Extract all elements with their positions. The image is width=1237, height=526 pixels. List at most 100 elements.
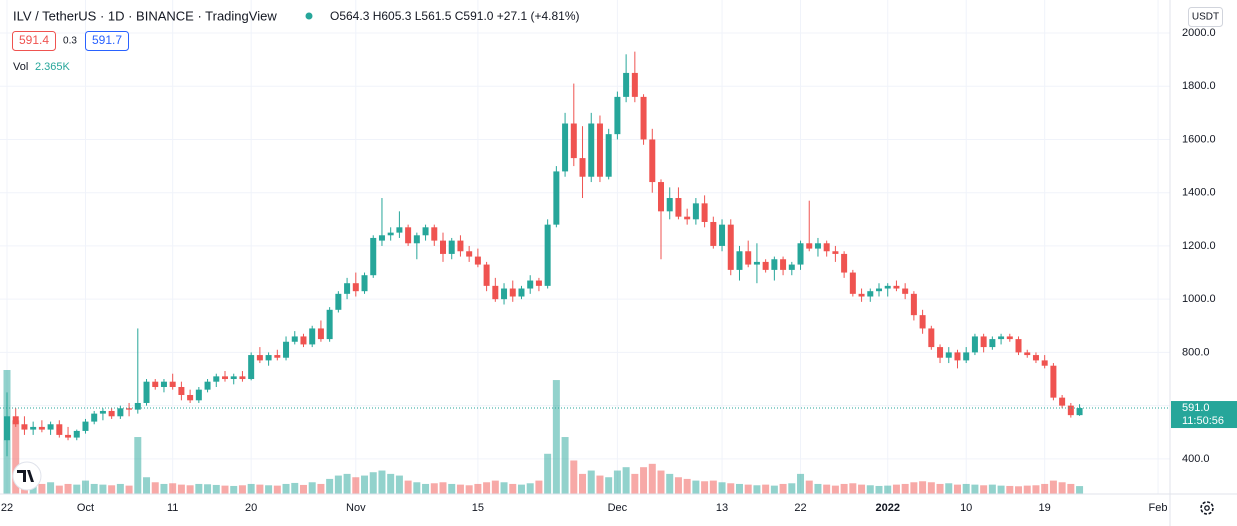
volume-bar [953, 484, 961, 494]
volume-bar [282, 483, 290, 494]
volume-bar [936, 483, 944, 494]
candle-body [178, 387, 185, 395]
candle-body [535, 280, 542, 286]
y-tick-label: 1400.0 [1182, 187, 1216, 199]
candle-body [1059, 397, 1066, 406]
volume-bar [177, 484, 185, 494]
last-price-label: 591.0 [1182, 402, 1210, 414]
candle-body [518, 288, 525, 297]
candle-body [745, 251, 752, 265]
volume-bar [570, 460, 578, 494]
candle-body [309, 328, 316, 345]
status-dot [305, 12, 313, 20]
volume-bar [709, 480, 717, 494]
candle-body [980, 336, 987, 348]
candle-body [483, 264, 490, 286]
candle-body [378, 235, 385, 241]
settings-button[interactable] [1200, 501, 1214, 515]
y-tick-label: 1000.0 [1182, 293, 1216, 305]
candle-body [326, 309, 333, 340]
buy-box[interactable] [85, 31, 129, 51]
candle-body [239, 376, 246, 380]
candle-body [570, 123, 577, 159]
volume-bar [483, 482, 491, 494]
volume-bar [919, 481, 927, 494]
candle-body [396, 227, 403, 233]
candle-body [317, 328, 324, 340]
candle-body [605, 134, 612, 177]
candle-body [440, 240, 446, 254]
candle-body [213, 376, 220, 382]
candle-body [614, 96, 621, 135]
volume-bar [648, 463, 656, 494]
candle-body [937, 347, 944, 358]
candle-body [658, 182, 664, 212]
candle-body [1067, 405, 1074, 416]
volume-bar [99, 484, 107, 494]
candle-body [841, 253, 848, 273]
candle-body [527, 280, 534, 289]
axes: 400.0600.0800.01000.01200.01400.01600.01… [1, 27, 1237, 514]
volume-bar [866, 485, 874, 494]
volume-bar [430, 483, 438, 494]
candle-body [291, 336, 298, 342]
volume-bar [1023, 485, 1031, 494]
candle-body [780, 259, 787, 270]
volume-bar [195, 483, 203, 494]
symbol-title[interactable]: ILV / TetherUS · 1D · BINANCE · TradingV… [13, 8, 277, 23]
candle-body [73, 430, 80, 438]
candle-body [753, 261, 760, 265]
x-tick-label: Nov [346, 502, 366, 514]
volume-bar [448, 483, 456, 494]
volume-bar [361, 475, 369, 494]
volume-bar [735, 483, 743, 494]
volume-bar [465, 485, 473, 494]
buy-price[interactable]: 591.7 [92, 33, 122, 47]
candle-body [99, 410, 106, 414]
volume-bar [317, 483, 325, 494]
currency[interactable]: USDT [1192, 12, 1219, 23]
candle-body [1024, 352, 1031, 356]
candle-body [736, 251, 743, 270]
candle-body [501, 288, 508, 300]
volume-bar [212, 484, 220, 494]
volume-bar [640, 467, 648, 494]
tv-logo[interactable] [12, 461, 42, 491]
volume-bar [727, 483, 735, 494]
currency-button[interactable] [1188, 7, 1223, 27]
candle-body [230, 376, 237, 380]
volume-bar [1049, 480, 1057, 494]
volume-bar [509, 483, 517, 494]
volume-bar [797, 473, 805, 494]
volume-bar [500, 482, 508, 494]
volume-bar [378, 470, 386, 494]
volume-bar [1006, 485, 1014, 494]
x-tick-label: 15 [472, 502, 484, 514]
candle-body [256, 355, 263, 361]
volume-bar [238, 485, 246, 494]
candle-body [762, 261, 769, 270]
candle-body [344, 283, 351, 294]
last-price-box [1171, 401, 1237, 429]
candle-body [797, 243, 804, 265]
x-tick-label: Oct [77, 502, 94, 514]
gear-hub [1204, 505, 1210, 511]
candle-body [806, 243, 813, 249]
candle-body [413, 235, 420, 244]
candle-body [640, 96, 647, 140]
sell-price[interactable]: 591.4 [19, 33, 49, 47]
volume-bar [439, 482, 447, 494]
volume-bar [221, 485, 229, 494]
volume-bar [169, 483, 177, 494]
candle-body [562, 123, 569, 172]
candle-body [771, 259, 778, 270]
candle-body [1006, 336, 1013, 340]
candle-body [47, 424, 54, 430]
candle-body [719, 224, 726, 246]
volume-bar [73, 484, 81, 494]
volume-bar [674, 477, 682, 494]
sell-box[interactable] [12, 31, 56, 51]
volume-bar [1067, 483, 1075, 494]
